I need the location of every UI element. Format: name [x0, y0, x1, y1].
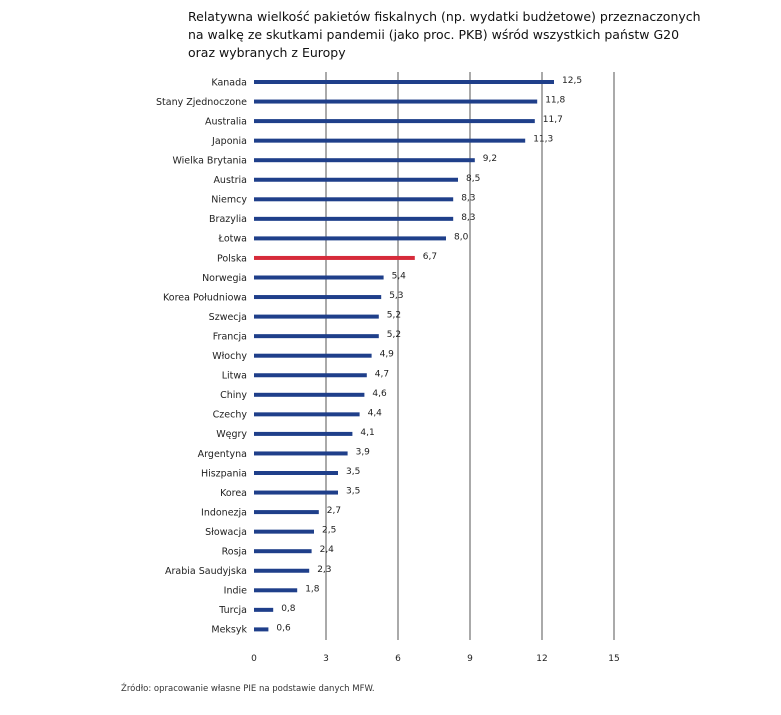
- bar-28: [254, 627, 269, 632]
- value-label: 8,3: [461, 213, 475, 223]
- bar-2: [254, 119, 535, 124]
- category-label: Wielka Brytania: [172, 156, 247, 167]
- value-label: 2,7: [327, 506, 341, 516]
- category-label: Niemcy: [211, 195, 247, 206]
- bar-25: [254, 568, 310, 573]
- chart-title-line-3: oraz wybranych z Europy: [188, 45, 346, 60]
- bar-0: [254, 80, 554, 84]
- value-label: 0,8: [281, 604, 296, 614]
- category-label: Litwa: [222, 371, 247, 382]
- category-label: Rosja: [222, 547, 247, 558]
- value-label: 6,7: [423, 252, 437, 262]
- bar-8: [254, 236, 446, 241]
- value-label: 1,8: [305, 584, 320, 594]
- value-label: 11,7: [543, 115, 563, 125]
- value-label: 3,5: [346, 467, 360, 477]
- bar-27: [254, 607, 274, 612]
- bar-14: [254, 353, 372, 358]
- category-label: Argentyna: [198, 449, 247, 460]
- value-label: 5,2: [387, 311, 401, 321]
- category-label: Meksyk: [211, 625, 247, 636]
- category-label: Indonezja: [201, 507, 247, 518]
- category-label: Stany Zjednoczone: [156, 97, 247, 108]
- bar-7: [254, 216, 454, 221]
- x-tick-label: 12: [536, 654, 547, 664]
- bar-21: [254, 490, 338, 495]
- value-label: 4,6: [372, 389, 387, 399]
- category-label: Hiszpania: [201, 468, 247, 479]
- category-label: Austria: [213, 175, 247, 186]
- category-label: Węgry: [216, 429, 247, 440]
- x-tick-label: 6: [395, 654, 401, 664]
- bar-16: [254, 392, 365, 397]
- value-label: 4,7: [375, 369, 389, 379]
- category-label: Turcja: [218, 605, 247, 616]
- chart-title-line-2: na walkę ze skutkami pandemii (jako proc…: [188, 27, 680, 42]
- category-label: Słowacja: [205, 527, 247, 538]
- category-label: Czechy: [213, 410, 248, 421]
- value-label: 3,5: [346, 487, 360, 497]
- category-label: Polska: [217, 253, 247, 264]
- value-label: 11,3: [533, 135, 553, 145]
- bar-5: [254, 177, 458, 182]
- value-label: 5,2: [387, 330, 401, 340]
- bar-23: [254, 529, 314, 534]
- bar-3: [254, 138, 526, 143]
- value-label: 8,3: [461, 193, 475, 203]
- value-label: 11,8: [545, 96, 565, 106]
- bar-26: [254, 588, 298, 593]
- category-label: Korea Południowa: [163, 292, 247, 303]
- bar-22: [254, 510, 319, 515]
- category-label: Łotwa: [218, 234, 247, 245]
- value-label: 4,9: [380, 350, 395, 360]
- category-label: Brazylia: [209, 214, 247, 225]
- value-label: 9,2: [483, 154, 497, 164]
- bar-24: [254, 549, 312, 554]
- bar-15: [254, 373, 367, 378]
- value-label: 2,3: [317, 565, 331, 575]
- value-label: 4,4: [368, 408, 383, 418]
- bar-19: [254, 451, 348, 456]
- value-label: 8,0: [454, 232, 469, 242]
- category-label: Włochy: [212, 351, 247, 362]
- bar-17: [254, 412, 360, 417]
- bar-13: [254, 334, 379, 339]
- category-label: Kanada: [211, 77, 247, 88]
- chart-title-line-1: Relatywna wielkość pakietów fiskalnych (…: [188, 9, 701, 24]
- bar-18: [254, 431, 353, 436]
- category-label: Korea: [220, 488, 247, 499]
- bar-6: [254, 197, 454, 202]
- bar-9: [254, 255, 415, 260]
- category-label: Norwegia: [202, 273, 247, 284]
- bar-1: [254, 99, 538, 104]
- bar-10: [254, 275, 384, 280]
- category-label: Australia: [205, 116, 247, 127]
- value-label: 5,3: [389, 291, 403, 301]
- category-label: Indie: [224, 586, 247, 597]
- source-note: Źródło: opracowanie własne PIE na podsta…: [121, 684, 375, 694]
- bar-11: [254, 295, 382, 300]
- value-label: 5,4: [392, 272, 407, 282]
- chart-title: Relatywna wielkość pakietów fiskalnych (…: [188, 8, 701, 62]
- x-tick-label: 9: [467, 654, 473, 664]
- category-label: Japonia: [211, 136, 247, 147]
- x-tick-label: 15: [608, 654, 619, 664]
- value-label: 2,5: [322, 526, 336, 536]
- bar-20: [254, 471, 338, 475]
- category-label: Arabia Saudyjska: [165, 566, 247, 577]
- value-label: 4,1: [360, 428, 374, 438]
- category-label: Szwecja: [209, 312, 247, 323]
- value-label: 0,6: [276, 623, 291, 633]
- category-label: Chiny: [220, 390, 247, 401]
- x-tick-label: 3: [323, 654, 329, 664]
- value-label: 8,5: [466, 174, 480, 184]
- x-tick-label: 0: [251, 654, 257, 664]
- value-label: 12,5: [562, 76, 582, 86]
- value-label: 3,9: [356, 447, 371, 457]
- bar-12: [254, 314, 379, 319]
- category-label: Francja: [213, 331, 247, 342]
- bar-4: [254, 158, 475, 163]
- value-label: 2,4: [320, 545, 335, 555]
